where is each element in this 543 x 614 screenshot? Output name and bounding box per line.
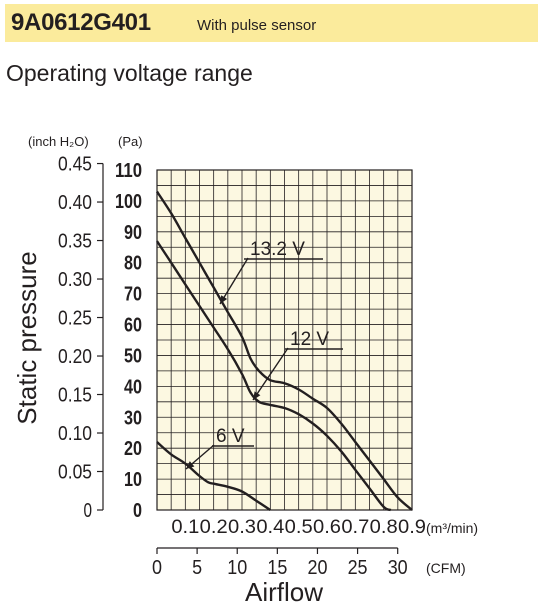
series-label-leader bbox=[219, 257, 249, 305]
y-tick-label-pa: 80 bbox=[124, 253, 142, 275]
section-title: Operating voltage range bbox=[6, 60, 253, 86]
x-tick-label-cfm: 0 bbox=[152, 557, 162, 579]
y-axis-title: Static pressure bbox=[12, 251, 42, 424]
x-tick-label-m3min: 0.4 bbox=[256, 517, 284, 538]
y-tick-label-inch: 0.35 bbox=[58, 231, 92, 253]
series-label-arrowhead bbox=[220, 295, 228, 304]
y-tick-label-pa: 60 bbox=[124, 315, 142, 337]
plot-frame bbox=[156, 169, 413, 511]
y-tick-label-inch: 0.45 bbox=[58, 154, 92, 176]
series-line-12-v bbox=[156, 240, 392, 512]
y-tick-label-pa: 100 bbox=[115, 191, 142, 213]
y-tick-label-inch: 0 bbox=[84, 500, 93, 522]
y-tick-label-pa: 10 bbox=[124, 469, 142, 491]
y-tick-label-inch: 0.10 bbox=[58, 423, 92, 445]
series-label-arrowhead bbox=[186, 461, 195, 469]
x-tick-label-m3min: 0.7 bbox=[341, 517, 369, 538]
y-tick-label-inch: 0.30 bbox=[58, 269, 92, 291]
model-subtitle: With pulse sensor bbox=[197, 17, 317, 34]
x-tick-label-cfm: 20 bbox=[307, 557, 327, 579]
y-tick-label-inch: 0.15 bbox=[58, 385, 92, 407]
y-unit-inch: (inch H₂O) bbox=[28, 134, 89, 149]
x-tick-label-m3min: 0.6 bbox=[313, 517, 341, 538]
x-tick-label-cfm: 30 bbox=[388, 557, 408, 579]
y-tick-label-pa: 40 bbox=[124, 376, 142, 398]
x-tick-label-cfm: 10 bbox=[227, 557, 247, 579]
x-tick-label-m3min: 0.1 bbox=[171, 517, 199, 538]
y-tick-label-inch: 0.20 bbox=[58, 346, 92, 368]
x-tick-label-cfm: 5 bbox=[192, 557, 202, 579]
y-tick-label-pa: 20 bbox=[124, 438, 142, 460]
title-bar: 9A0612G401 With pulse sensor bbox=[5, 4, 538, 42]
y-unit-pa: (Pa) bbox=[118, 134, 143, 149]
series-label: 13.2 V bbox=[250, 239, 305, 260]
series-line-6-v bbox=[156, 441, 271, 512]
y-tick-label-pa: 30 bbox=[124, 407, 142, 429]
y-tick-label-pa: 70 bbox=[124, 284, 142, 306]
x-tick-label-m3min: 0.8 bbox=[370, 517, 398, 538]
y-tick-label-inch: 0.25 bbox=[58, 308, 92, 330]
x-tick-label-cfm: 25 bbox=[348, 557, 368, 579]
x-axis-title: Airflow bbox=[245, 577, 323, 607]
x-tick-label-m3min: 0.3 bbox=[228, 517, 256, 538]
y-tick-label-inch: 0.40 bbox=[58, 192, 92, 214]
y-tick-label-pa: 50 bbox=[124, 345, 142, 367]
x-tick-label-m3min: 0.9 bbox=[398, 517, 426, 538]
series-label-leader bbox=[252, 347, 289, 401]
y-tick-label-inch: 0.05 bbox=[58, 462, 92, 484]
x-unit-m3min: (m³/min) bbox=[426, 520, 478, 536]
x-unit-cfm: (CFM) bbox=[426, 560, 466, 576]
x-tick-label-cfm: 15 bbox=[267, 557, 287, 579]
series-line-13-2-v bbox=[156, 190, 413, 511]
model-number: 9A0612G401 bbox=[11, 9, 151, 36]
y-tick-label-pa: 90 bbox=[124, 222, 142, 244]
series-label: 6 V bbox=[216, 426, 245, 447]
x-tick-label-m3min: 0.2 bbox=[200, 517, 228, 538]
y-tick-label-pa: 0 bbox=[133, 500, 142, 522]
x-tick-label-m3min: 0.5 bbox=[285, 517, 313, 538]
series-label-arrowhead bbox=[253, 391, 261, 400]
y-tick-label-pa: 110 bbox=[115, 160, 142, 182]
series-label: 12 V bbox=[290, 329, 329, 350]
